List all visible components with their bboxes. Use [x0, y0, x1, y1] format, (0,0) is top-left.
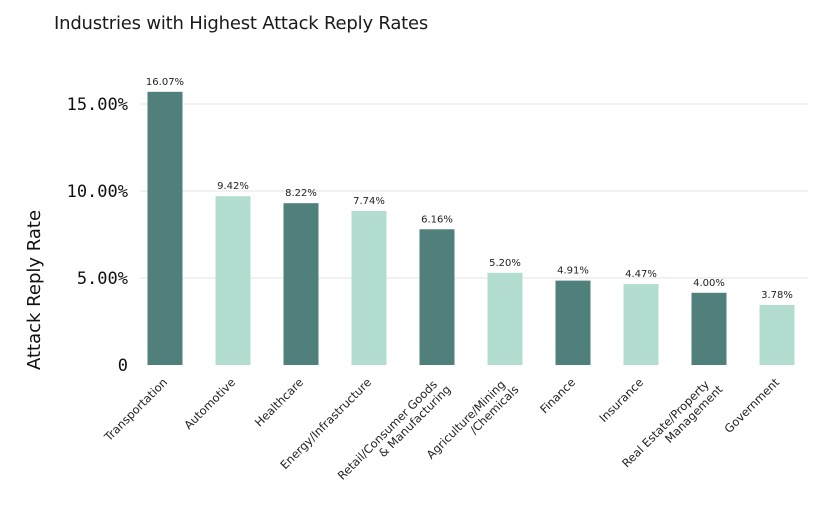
data-label: 4.91%: [557, 266, 589, 277]
data-label: 8.22%: [285, 188, 317, 199]
chart-title: Industries with Highest Attack Reply Rat…: [54, 13, 429, 34]
x-tick-label: Finance: [537, 375, 578, 416]
x-tick-label-line: Government: [722, 375, 783, 436]
y-tick-label: 10.00%: [67, 182, 128, 202]
x-tick-label-line: Automotive: [181, 375, 238, 432]
bar: [147, 91, 183, 365]
data-label: 6.16%: [421, 214, 453, 225]
y-tick-label: 5.00%: [77, 269, 128, 289]
x-tick-label: Automotive: [181, 375, 238, 432]
x-tick-label-line: Finance: [537, 375, 578, 416]
data-label: 4.47%: [625, 269, 657, 280]
data-label: 7.74%: [353, 196, 385, 207]
data-label: 4.00%: [693, 278, 725, 289]
bar: [419, 229, 455, 365]
bar: [487, 272, 523, 365]
data-label: 3.78%: [761, 290, 793, 301]
bar: [283, 203, 319, 365]
x-tick-label-line: Insurance: [596, 375, 646, 425]
y-tick-label: 0: [118, 356, 128, 376]
x-tick-label: Transportation: [101, 375, 170, 444]
bar: [351, 211, 387, 365]
data-label: 9.42%: [217, 181, 249, 192]
x-tick-label: Insurance: [596, 375, 646, 425]
x-tick-label-line: Healthcare: [252, 375, 306, 429]
x-tick-label: Government: [722, 375, 783, 436]
bar: [555, 280, 591, 365]
bar: [759, 304, 795, 365]
y-tick-label: 15.00%: [67, 95, 128, 115]
bar: [215, 196, 251, 365]
y-axis-label: Attack Reply Rate: [24, 210, 45, 370]
data-label: 16.07%: [146, 77, 184, 88]
bar: [623, 284, 659, 365]
data-label: 5.20%: [489, 258, 521, 269]
x-tick-label: Healthcare: [252, 375, 306, 429]
x-tick-label-line: Transportation: [101, 375, 170, 444]
bar: [691, 292, 727, 365]
